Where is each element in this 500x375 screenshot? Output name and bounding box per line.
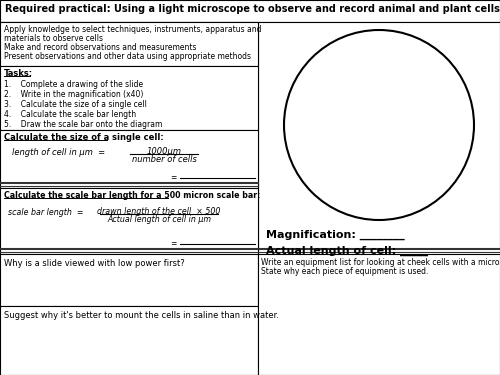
Text: 5.    Draw the scale bar onto the diagram: 5. Draw the scale bar onto the diagram xyxy=(4,120,162,129)
Text: Magnification: ________: Magnification: ________ xyxy=(266,230,405,240)
Text: Present observations and other data using appropriate methods: Present observations and other data usin… xyxy=(4,52,251,61)
Text: Actual length of cell in μm: Actual length of cell in μm xyxy=(107,215,211,224)
Text: 4.    Calculate the scale bar length: 4. Calculate the scale bar length xyxy=(4,110,136,119)
Text: 3.    Calculate the size of a single cell: 3. Calculate the size of a single cell xyxy=(4,100,147,109)
Text: =: = xyxy=(170,173,176,182)
Text: scale bar length  =: scale bar length = xyxy=(8,208,84,217)
Ellipse shape xyxy=(284,30,474,220)
Bar xyxy=(0,22,258,375)
Text: Calculate the scale bar length for a 500 micron scale bar:: Calculate the scale bar length for a 500… xyxy=(4,191,260,200)
Bar xyxy=(0,254,258,306)
Bar xyxy=(0,188,258,254)
Bar xyxy=(258,254,500,375)
Text: Make and record observations and measurements: Make and record observations and measure… xyxy=(4,43,196,52)
Text: Write an equipment list for looking at cheek cells with a microscope.: Write an equipment list for looking at c… xyxy=(261,258,500,267)
Text: Actual length of cell: _____: Actual length of cell: _____ xyxy=(266,246,428,256)
Bar xyxy=(0,66,258,130)
Text: number of cells: number of cells xyxy=(132,155,196,164)
Text: Calculate the size of a single cell:: Calculate the size of a single cell: xyxy=(4,133,164,142)
Text: length of cell in μm  =: length of cell in μm = xyxy=(12,148,105,157)
Text: 1.    Complete a drawing of the slide: 1. Complete a drawing of the slide xyxy=(4,80,143,89)
Bar xyxy=(258,22,500,375)
Text: materials to observe cells: materials to observe cells xyxy=(4,34,103,43)
Bar xyxy=(0,130,258,188)
Text: drawn length of the cell  × 500: drawn length of the cell × 500 xyxy=(98,207,220,216)
Text: Suggest why it's better to mount the cells in saline than in water.: Suggest why it's better to mount the cel… xyxy=(4,311,279,320)
Bar xyxy=(0,0,500,22)
Text: Apply knowledge to select techniques, instruments, apparatus and: Apply knowledge to select techniques, in… xyxy=(4,25,262,34)
Bar xyxy=(0,306,258,375)
Text: Tasks:: Tasks: xyxy=(4,69,33,78)
Bar xyxy=(0,22,258,66)
Text: Required practical: Using a light microscope to observe and record animal and pl: Required practical: Using a light micros… xyxy=(5,4,500,14)
Text: 1000μm: 1000μm xyxy=(146,147,182,156)
Text: Why is a slide viewed with low power first?: Why is a slide viewed with low power fir… xyxy=(4,259,185,268)
Text: State why each piece of equipment is used.: State why each piece of equipment is use… xyxy=(261,267,428,276)
Text: =: = xyxy=(170,239,176,248)
Text: 2.    Write in the magnification (x40): 2. Write in the magnification (x40) xyxy=(4,90,143,99)
